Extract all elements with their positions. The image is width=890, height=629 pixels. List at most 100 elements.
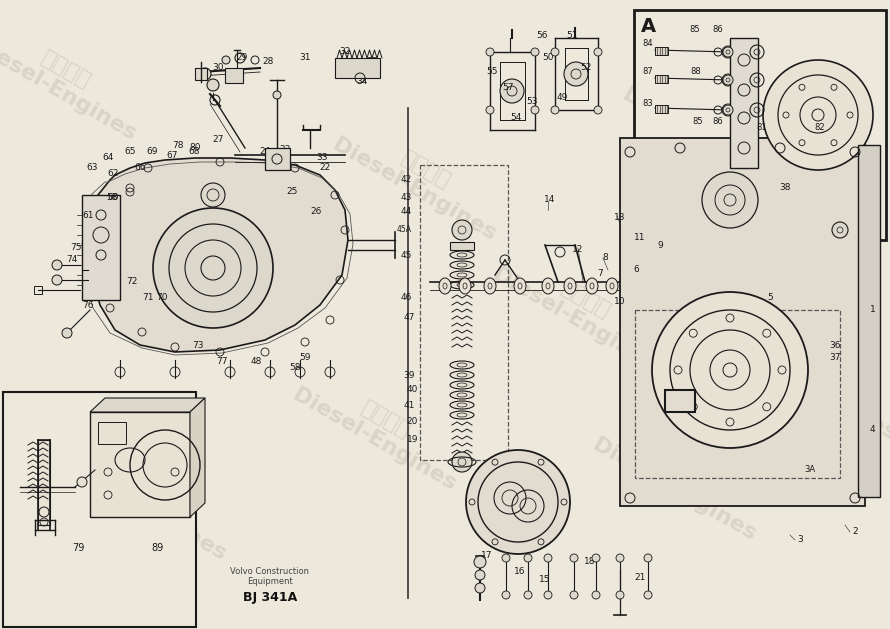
Circle shape xyxy=(570,591,578,599)
Text: 16: 16 xyxy=(514,567,526,577)
Text: 27: 27 xyxy=(213,135,223,145)
Text: 19: 19 xyxy=(407,435,418,445)
Circle shape xyxy=(52,260,62,270)
Text: 35: 35 xyxy=(367,57,377,67)
Polygon shape xyxy=(655,105,668,113)
Text: 14: 14 xyxy=(545,196,555,204)
Text: 柴发动力
Diesel-Engines: 柴发动力 Diesel-Engines xyxy=(489,245,671,375)
Text: 70: 70 xyxy=(157,294,167,303)
Circle shape xyxy=(524,591,532,599)
Ellipse shape xyxy=(459,278,471,294)
Text: 42: 42 xyxy=(400,175,412,184)
Ellipse shape xyxy=(450,361,474,369)
Text: 6: 6 xyxy=(633,265,639,274)
Circle shape xyxy=(544,591,552,599)
Circle shape xyxy=(594,106,602,114)
Text: 85: 85 xyxy=(690,26,700,35)
Text: 10: 10 xyxy=(614,298,626,306)
Text: 69: 69 xyxy=(146,147,158,157)
Bar xyxy=(98,422,126,444)
Circle shape xyxy=(832,222,848,238)
Ellipse shape xyxy=(450,411,474,419)
Text: 柴发动力
Diesel-Engines: 柴发动力 Diesel-Engines xyxy=(289,365,471,495)
Circle shape xyxy=(466,450,570,554)
Text: 28: 28 xyxy=(263,57,274,67)
Text: 49: 49 xyxy=(556,94,568,103)
Circle shape xyxy=(222,56,230,64)
Bar xyxy=(82,195,120,300)
Text: Equipment: Equipment xyxy=(247,577,293,586)
Text: 柴发动力
Diesel-Engines: 柴发动力 Diesel-Engines xyxy=(329,115,511,245)
Text: 74: 74 xyxy=(67,255,77,265)
Circle shape xyxy=(486,48,494,56)
Text: 38: 38 xyxy=(780,184,790,192)
Text: 7: 7 xyxy=(597,269,603,279)
Text: 36: 36 xyxy=(829,340,841,350)
Text: 5: 5 xyxy=(767,294,773,303)
Circle shape xyxy=(153,208,273,328)
Text: 11: 11 xyxy=(635,233,646,243)
Ellipse shape xyxy=(450,371,474,379)
Text: 31: 31 xyxy=(299,53,311,62)
Ellipse shape xyxy=(450,401,474,409)
Text: 柴发动力
Diesel-Engines: 柴发动力 Diesel-Engines xyxy=(59,435,241,565)
Circle shape xyxy=(52,275,62,285)
Text: 57: 57 xyxy=(502,84,514,92)
Bar xyxy=(34,286,42,294)
Text: 64: 64 xyxy=(102,153,114,162)
Circle shape xyxy=(502,591,510,599)
Ellipse shape xyxy=(450,381,474,389)
Text: 84: 84 xyxy=(643,40,653,48)
Ellipse shape xyxy=(450,281,474,289)
Text: 88: 88 xyxy=(691,67,701,77)
Text: 81: 81 xyxy=(756,123,767,133)
Bar xyxy=(450,242,474,250)
Text: 76: 76 xyxy=(82,301,93,309)
Text: 39: 39 xyxy=(403,370,415,379)
Text: 82: 82 xyxy=(814,123,825,133)
Ellipse shape xyxy=(514,278,526,294)
Text: 83: 83 xyxy=(643,99,653,108)
Circle shape xyxy=(644,554,652,562)
Text: 4: 4 xyxy=(870,425,875,435)
Bar xyxy=(90,412,190,517)
Circle shape xyxy=(452,452,472,472)
Ellipse shape xyxy=(450,261,474,269)
Bar xyxy=(665,390,695,412)
Circle shape xyxy=(62,328,72,338)
Circle shape xyxy=(531,48,539,56)
Circle shape xyxy=(207,79,219,91)
Ellipse shape xyxy=(586,278,598,294)
Circle shape xyxy=(616,591,624,599)
Circle shape xyxy=(475,570,485,580)
Circle shape xyxy=(723,105,733,115)
Circle shape xyxy=(644,591,652,599)
Text: 67: 67 xyxy=(166,150,178,160)
Text: 89: 89 xyxy=(152,543,164,553)
Circle shape xyxy=(551,106,559,114)
Bar xyxy=(730,38,758,168)
Text: 15: 15 xyxy=(539,576,551,584)
Ellipse shape xyxy=(450,271,474,279)
Circle shape xyxy=(723,47,733,57)
Text: 68: 68 xyxy=(189,147,199,157)
Text: 79: 79 xyxy=(72,543,85,553)
Text: 12: 12 xyxy=(572,245,584,255)
Text: 45A: 45A xyxy=(397,226,412,235)
Polygon shape xyxy=(90,398,205,412)
Text: 56: 56 xyxy=(537,30,547,40)
Text: 33: 33 xyxy=(316,153,328,162)
Text: 48: 48 xyxy=(250,357,262,367)
Text: 60: 60 xyxy=(108,194,118,203)
Circle shape xyxy=(77,477,87,487)
Text: 3A: 3A xyxy=(805,465,815,474)
Bar xyxy=(225,68,243,83)
Text: 73: 73 xyxy=(192,340,204,350)
Text: 63: 63 xyxy=(86,164,98,172)
Bar xyxy=(3,392,196,627)
Bar xyxy=(634,10,886,240)
Text: 47: 47 xyxy=(404,313,415,323)
Circle shape xyxy=(201,183,225,207)
Text: 37: 37 xyxy=(829,353,841,362)
Polygon shape xyxy=(190,398,205,517)
